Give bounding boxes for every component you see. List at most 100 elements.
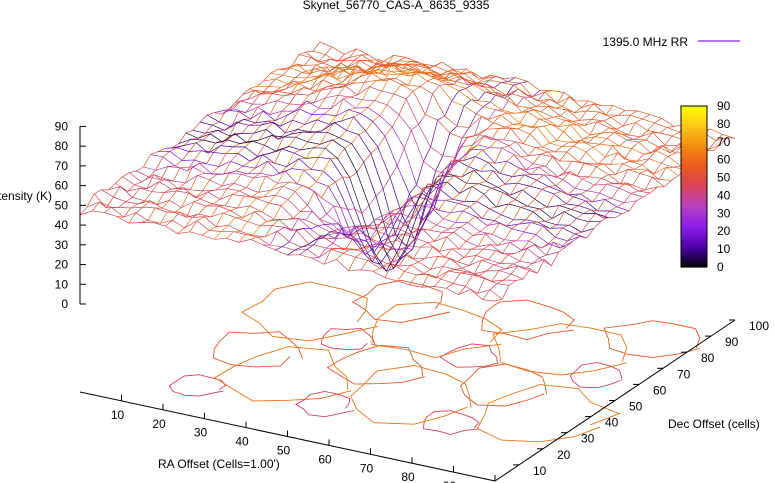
y-tick-label: 20 — [557, 448, 571, 462]
colorbar-segment — [681, 165, 707, 169]
x-tick-label: 90 — [443, 479, 457, 483]
z-tick-label: 30 — [55, 238, 69, 252]
colorbar-segment — [681, 224, 707, 228]
mesh-line — [277, 63, 693, 167]
colorbar-tick-label: 30 — [717, 206, 731, 220]
colorbar-segment — [681, 173, 707, 177]
mesh-line — [79, 41, 321, 216]
surface-mesh — [79, 41, 736, 302]
mesh-line — [372, 105, 614, 272]
x-tick-label: 60 — [318, 452, 332, 466]
x-tick-label: 70 — [360, 461, 374, 475]
contour-line — [212, 279, 701, 407]
colorbar-segment — [681, 135, 707, 139]
mesh-line — [177, 60, 418, 234]
colorbar-segment — [681, 122, 707, 126]
mesh-line — [189, 62, 431, 232]
contour-line — [213, 281, 628, 443]
legend-label: 1395.0 MHz RR — [603, 35, 689, 49]
colorbar-segment — [681, 127, 707, 131]
colorbar-segment — [681, 175, 707, 180]
colorbar-segment — [681, 156, 707, 161]
y-tick-label: 70 — [677, 367, 691, 381]
mesh-line — [178, 138, 594, 272]
colorbar-tick-label: 0 — [717, 260, 724, 274]
mesh-line — [312, 50, 728, 142]
mesh-line — [470, 128, 711, 294]
colorbar-segment — [681, 237, 707, 241]
colorbar-segment — [681, 205, 707, 209]
mesh-line — [284, 62, 700, 166]
colorbar-segment — [681, 151, 707, 155]
z-axis-label: Intensity (K) — [0, 189, 52, 203]
colorbar-segment — [681, 138, 707, 142]
x-axis-label: RA Offset (Cells=1.00') — [158, 457, 280, 471]
y-tick-label: 100 — [749, 319, 769, 333]
x-tick-label: 50 — [277, 444, 291, 458]
z-tick-label: 90 — [55, 119, 69, 133]
colorbar-segment — [681, 183, 707, 188]
y-tick-label: 60 — [653, 383, 667, 397]
mesh-line — [348, 100, 589, 271]
mesh-line — [263, 71, 679, 176]
mesh-line — [136, 170, 552, 266]
colorbar-tick-label: 90 — [717, 99, 731, 113]
mesh-line — [122, 176, 538, 274]
x-tick-label: 40 — [235, 435, 249, 449]
colorbar-segment — [681, 261, 707, 265]
colorbar-segment — [681, 226, 707, 231]
colorbar-segment — [681, 202, 707, 206]
colorbar-segment — [681, 186, 707, 190]
mesh-line — [397, 110, 638, 282]
colorbar-segment — [681, 167, 707, 171]
mesh-line — [409, 114, 650, 286]
colorbar-segment — [681, 140, 707, 145]
colorbar-segment — [681, 154, 707, 158]
colorbar-segment — [681, 116, 707, 121]
colorbar-segment — [681, 258, 707, 263]
x-tick-label: 20 — [152, 417, 166, 431]
mesh-line — [128, 54, 369, 224]
colorbar-segment — [681, 108, 707, 112]
colorbar-segment — [681, 242, 707, 247]
colorbar-segment — [681, 162, 707, 166]
colorbar-frame — [680, 105, 708, 268]
y-tick-label: 10 — [533, 464, 547, 478]
contour-line — [168, 327, 623, 435]
y-tick-label: 30 — [581, 432, 595, 446]
colorbar-segment — [681, 250, 707, 255]
x-tick-label: 80 — [401, 470, 415, 483]
colorbar-segment — [681, 111, 707, 115]
mesh-line — [305, 51, 722, 150]
colorbar-segment — [681, 159, 707, 163]
colorbar-segment — [681, 106, 707, 110]
z-tick-label: 20 — [55, 258, 69, 272]
colorbar-segment — [681, 130, 707, 134]
colorbar-tick-label: 50 — [717, 171, 731, 185]
colorbar-segment — [681, 245, 707, 249]
colorbar-segment — [681, 210, 707, 214]
z-tick-label: 50 — [55, 198, 69, 212]
colorbar-tick-label: 40 — [717, 188, 731, 202]
z-tick-label: 70 — [55, 159, 69, 173]
mesh-line — [165, 57, 406, 227]
colorbar-segment — [681, 256, 707, 260]
mesh-line — [238, 71, 479, 243]
colorbar-segment — [681, 181, 707, 185]
base-contours — [168, 279, 701, 443]
colorbar-segment — [681, 253, 707, 257]
mesh-line — [199, 121, 615, 248]
y-tick-label: 50 — [629, 400, 643, 414]
colorbar-segment — [681, 234, 707, 239]
mesh-line — [214, 108, 630, 221]
colorbar-segment — [681, 114, 707, 118]
colorbar-tick-label: 20 — [717, 224, 731, 238]
colorbar-segment — [681, 213, 707, 217]
z-tick-label: 80 — [55, 139, 69, 153]
mesh-line — [458, 131, 699, 295]
colorbar-segment — [681, 191, 707, 196]
mesh-line — [291, 62, 707, 154]
y-tick-label: 90 — [725, 335, 739, 349]
colorbar-tick-label: 10 — [717, 242, 731, 256]
